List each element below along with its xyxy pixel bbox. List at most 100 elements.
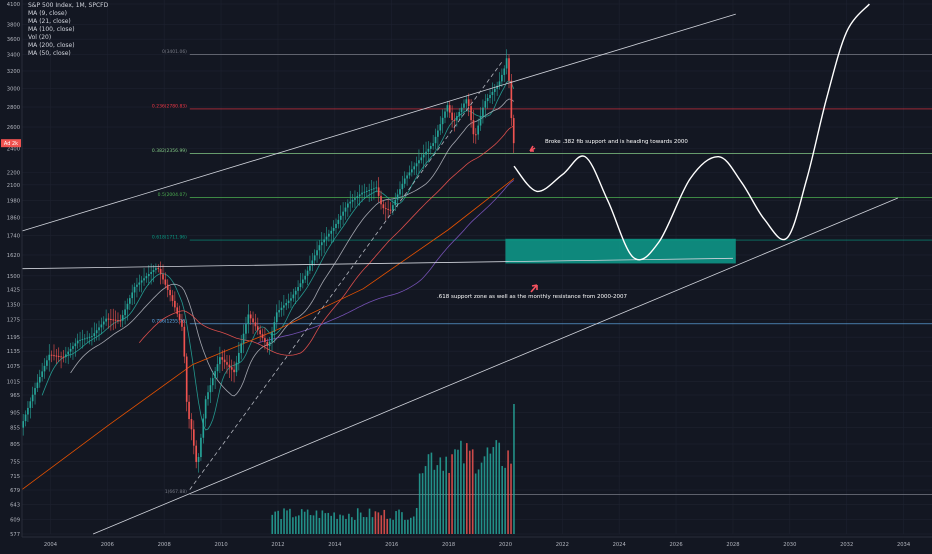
candle-body bbox=[136, 284, 138, 287]
candle-body bbox=[498, 81, 501, 86]
candle-body bbox=[29, 401, 32, 408]
candle-body bbox=[226, 362, 228, 365]
candle-body bbox=[242, 333, 245, 344]
candle-body bbox=[406, 175, 408, 179]
candle-body bbox=[328, 233, 330, 237]
volume-bar bbox=[510, 463, 512, 534]
candle-body bbox=[31, 394, 34, 402]
candle-body bbox=[482, 107, 484, 117]
candle-body bbox=[204, 399, 207, 419]
x-tick-label: 2016 bbox=[385, 542, 398, 548]
candle-body bbox=[510, 80, 513, 119]
volume-bar bbox=[409, 517, 412, 534]
y-tick-label: 3800 bbox=[7, 23, 20, 29]
ma-21-line bbox=[70, 98, 514, 397]
candle-body bbox=[373, 188, 375, 190]
candle-body bbox=[181, 320, 183, 327]
volume-bar bbox=[489, 453, 492, 534]
candle-body bbox=[508, 58, 510, 81]
price-tag-label: Ad 2k bbox=[4, 141, 18, 147]
projection-layer[interactable] bbox=[513, 3, 870, 261]
volume-bar bbox=[277, 510, 279, 534]
price-tag-box bbox=[1, 139, 21, 148]
candle-body bbox=[460, 107, 463, 112]
candle-body bbox=[399, 189, 401, 195]
candle-body bbox=[339, 215, 342, 220]
candle-body bbox=[501, 74, 503, 82]
volume-bar bbox=[421, 473, 424, 534]
candle-body bbox=[356, 196, 359, 199]
candle-body bbox=[159, 269, 162, 275]
volume-bar bbox=[486, 447, 489, 534]
y-tick-label: 3000 bbox=[7, 86, 20, 92]
legend-indicator[interactable]: Vol (20) bbox=[28, 34, 52, 41]
volume-bar bbox=[359, 512, 362, 534]
volume-bar bbox=[295, 516, 297, 534]
volume-bar bbox=[353, 519, 356, 534]
candle-body bbox=[266, 342, 269, 347]
annotation-support-zone: .618 support zone as well as the monthly… bbox=[437, 294, 628, 300]
volume-bar bbox=[342, 515, 344, 534]
volume-bar bbox=[297, 515, 300, 534]
legend-indicator[interactable]: MA (200, close) bbox=[28, 42, 75, 49]
volume-bar bbox=[436, 465, 439, 534]
chart-legend: S&P 500 Index, 1M, SPCFD MA (9, close) M… bbox=[28, 2, 108, 58]
candle-body bbox=[147, 273, 150, 277]
candle-body bbox=[88, 336, 91, 338]
candle-body bbox=[86, 337, 88, 339]
y-tick-label: 2800 bbox=[7, 105, 20, 111]
arrow-icon bbox=[530, 284, 538, 293]
candle-body bbox=[335, 223, 337, 229]
candle-body bbox=[332, 228, 335, 231]
candle-body bbox=[223, 359, 226, 363]
candle-body bbox=[361, 192, 363, 195]
candle-body bbox=[446, 105, 449, 112]
candle-body bbox=[354, 198, 356, 200]
candle-body bbox=[344, 207, 347, 212]
y-tick-label: 1500 bbox=[7, 274, 20, 280]
volume-bar bbox=[501, 465, 503, 534]
candle-body bbox=[304, 275, 307, 280]
fib-retracement[interactable]: 0(3401.06) 0.236(2780.83) 0.382(2356.99) 0.… bbox=[152, 49, 932, 495]
candle-body bbox=[176, 307, 179, 314]
candle-body bbox=[157, 268, 160, 270]
candle-body bbox=[36, 382, 39, 389]
y-tick-label: 1425 bbox=[7, 288, 20, 294]
volume-bar bbox=[333, 512, 335, 534]
candle-body bbox=[394, 199, 397, 206]
candle-body bbox=[283, 305, 285, 308]
candle-body bbox=[505, 58, 508, 69]
legend-indicator[interactable]: MA (9, close) bbox=[28, 10, 67, 17]
candle-body bbox=[202, 418, 205, 438]
candle-body bbox=[271, 331, 273, 342]
candle-body bbox=[363, 191, 366, 193]
candle-body bbox=[396, 194, 399, 200]
candle-body bbox=[188, 401, 190, 420]
y-tick-label: 4100 bbox=[7, 2, 20, 8]
volume-bar bbox=[477, 469, 480, 534]
y-tick-label: 1075 bbox=[7, 364, 20, 370]
volume-bar bbox=[371, 517, 374, 534]
x-tick-label: 2032 bbox=[840, 542, 853, 548]
x-tick-label: 2006 bbox=[101, 542, 114, 548]
x-tick-label: 2030 bbox=[783, 542, 796, 548]
legend-indicator[interactable]: MA (21, close) bbox=[28, 18, 71, 25]
fib-level-label: 0.236(2780.83) bbox=[152, 103, 187, 109]
candle-body bbox=[60, 356, 62, 358]
volume-bar bbox=[445, 456, 447, 534]
candle-body bbox=[292, 294, 295, 299]
candle-body bbox=[306, 270, 309, 276]
candle-body bbox=[285, 303, 288, 306]
candle-body bbox=[323, 239, 325, 243]
y-tick-label: 2200 bbox=[7, 170, 20, 176]
volume-bar bbox=[412, 516, 415, 534]
y-tick-label: 3200 bbox=[7, 69, 20, 75]
candle-body bbox=[209, 385, 212, 393]
legend-indicator[interactable]: MA (100, close) bbox=[28, 26, 75, 33]
volume-bar bbox=[389, 518, 391, 534]
trendlines[interactable] bbox=[21, 13, 899, 535]
candle-body bbox=[164, 279, 167, 285]
legend-indicator[interactable]: MA (50, close) bbox=[28, 50, 71, 57]
candle-body bbox=[107, 318, 110, 320]
